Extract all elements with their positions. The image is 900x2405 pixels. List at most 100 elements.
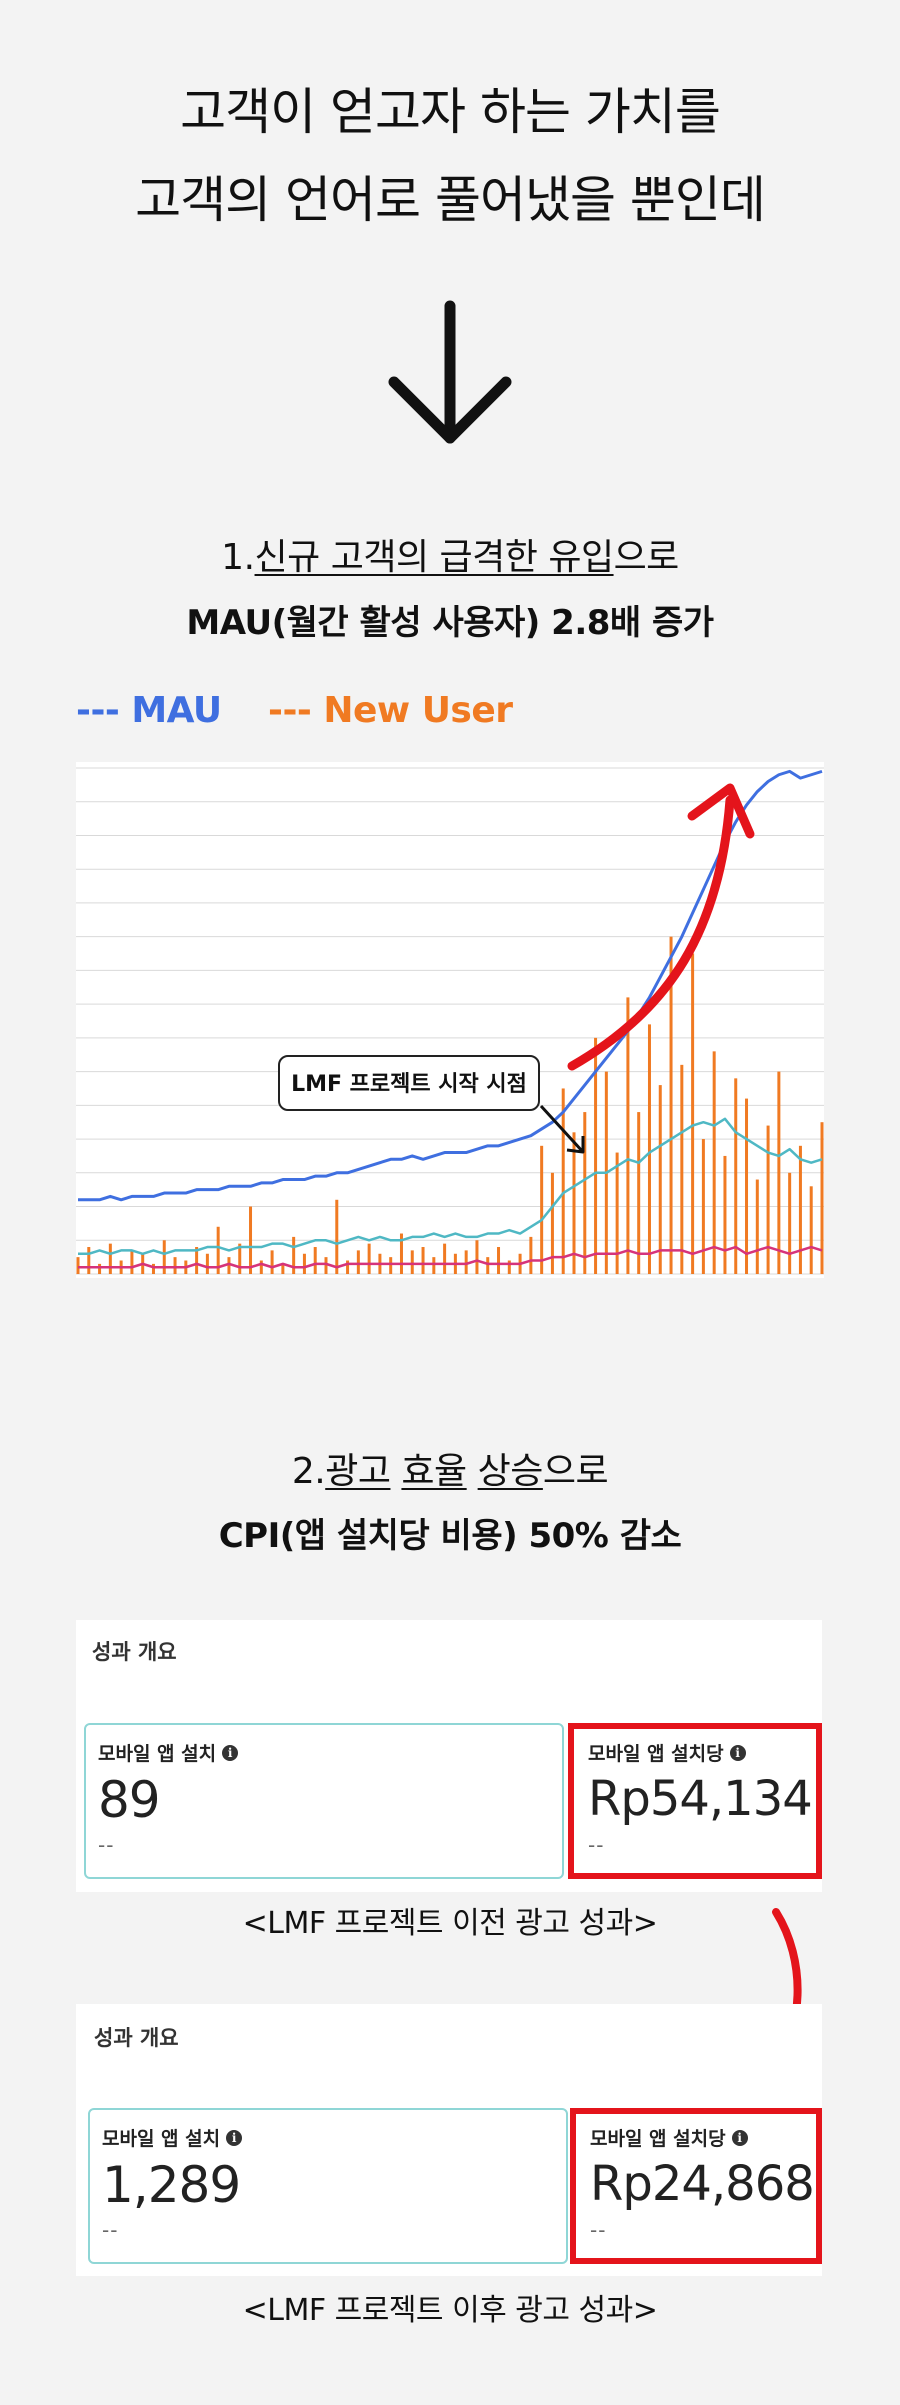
new-user-bar xyxy=(583,1112,587,1274)
section-1-number: 1. xyxy=(221,537,255,578)
new-user-bar xyxy=(647,1024,651,1274)
cpi-dash-after: -- xyxy=(590,2218,607,2242)
panel-after-title: 성과 개요 xyxy=(94,2026,179,2050)
mau-line xyxy=(78,769,823,1202)
new-user-bar xyxy=(399,1233,403,1274)
section-2-subtitle: CPI(앱 설치당 비용) 50% 감소 xyxy=(218,1516,682,1556)
new-user-bar xyxy=(529,1236,533,1274)
new-user-bar xyxy=(475,1240,479,1274)
new-user-bar xyxy=(626,997,630,1274)
installs-card-before: 모바일 앱 설치 i 89 -- xyxy=(84,1723,564,1879)
arrow-down-icon xyxy=(388,300,512,444)
new-user-bar xyxy=(324,1257,328,1274)
new-user-bar xyxy=(151,1263,155,1274)
new-user-bar xyxy=(658,1085,662,1274)
new-user-bar xyxy=(540,1145,544,1274)
new-user-bar xyxy=(766,1125,770,1274)
installs-value-after: 1,289 xyxy=(102,2156,241,2214)
new-user-bar xyxy=(421,1247,425,1274)
legend-new-user: --- New User xyxy=(268,690,513,731)
new-user-bar xyxy=(777,1071,781,1274)
new-user-bar xyxy=(249,1206,253,1274)
cpi-value-before: Rp54,134 xyxy=(588,1771,813,1827)
new-user-bar xyxy=(572,1132,576,1274)
info-icon[interactable]: i xyxy=(731,2129,748,2146)
section-1-subtitle: MAU(월간 활성 사용자) 2.8배 증가 xyxy=(186,603,714,643)
section-1-highlight: 신규 고객의 급격한 유입 xyxy=(254,537,615,578)
installs-dash-before: -- xyxy=(98,1833,115,1857)
new-user-bar xyxy=(561,1088,565,1274)
new-user-bar xyxy=(130,1250,134,1274)
new-user-bar xyxy=(443,1243,447,1274)
caption-after: <LMF 프로젝트 이후 광고 성과> xyxy=(242,2293,658,2328)
section-2-highlight-2: 효율 xyxy=(401,1451,467,1492)
headline-line-2: 고객의 언어로 풀어냈을 뿐인데 xyxy=(135,171,766,229)
cpi-card-before: 모바일 앱 설치당 i Rp54,134 -- xyxy=(568,1723,822,1879)
new-user-bar xyxy=(550,1172,554,1274)
new-user-bar xyxy=(87,1247,91,1274)
new-user-bar xyxy=(615,1152,619,1274)
new-user-bar xyxy=(367,1243,371,1274)
installs-card-after: 모바일 앱 설치 i 1,289 -- xyxy=(88,2108,568,2264)
new-user-bar xyxy=(701,1139,705,1274)
installs-label-text-after: 모바일 앱 설치 xyxy=(102,2128,221,2150)
new-user-bar xyxy=(281,1263,285,1274)
new-user-bar xyxy=(669,936,673,1274)
mau-chart xyxy=(76,762,824,1278)
new-user-bar xyxy=(432,1257,436,1274)
performance-panel-before: 성과 개요 모바일 앱 설치 i 89 -- 모바일 앱 설치당 i Rp54,… xyxy=(76,1620,822,1892)
cpi-label-before: 모바일 앱 설치당 i xyxy=(588,1739,746,1766)
section-2-title: 2.광고 효율 상승으로 xyxy=(0,1442,900,1494)
cpi-dash-before: -- xyxy=(588,1833,605,1857)
new-user-bar xyxy=(173,1257,177,1274)
new-user-bar xyxy=(637,1112,641,1274)
legend-mau: --- MAU xyxy=(76,690,222,731)
info-icon[interactable]: i xyxy=(226,2129,243,2146)
new-user-bar xyxy=(820,1122,824,1274)
new-user-bar xyxy=(745,1098,749,1274)
growth-arrow-icon xyxy=(567,783,755,1071)
installs-label-after: 모바일 앱 설치 i xyxy=(102,2124,243,2151)
panel-before-title: 성과 개요 xyxy=(92,1640,177,1664)
section-2-number: 2. xyxy=(291,1451,326,1492)
new-user-bar xyxy=(292,1236,296,1274)
new-user-bar xyxy=(76,1257,80,1274)
installs-dash-after: -- xyxy=(102,2218,119,2242)
new-user-bar xyxy=(205,1253,209,1274)
new-user-bar xyxy=(680,1064,684,1274)
new-user-bar xyxy=(335,1199,339,1274)
cpi-card-after: 모바일 앱 설치당 i Rp24,868 -- xyxy=(570,2108,822,2264)
new-user-bar xyxy=(302,1253,306,1274)
section-2-highlight-1: 광고 xyxy=(325,1451,391,1492)
new-user-bar xyxy=(259,1260,263,1274)
new-user-bar xyxy=(712,1051,716,1274)
info-icon[interactable]: i xyxy=(729,1744,746,1761)
new-user-bar xyxy=(486,1257,490,1274)
new-user-bar xyxy=(464,1250,468,1274)
new-user-bar xyxy=(809,1186,813,1274)
new-user-bar xyxy=(227,1257,231,1274)
new-user-bar xyxy=(410,1250,414,1274)
new-user-bar xyxy=(346,1260,350,1274)
new-user-bar xyxy=(788,1172,792,1274)
info-icon[interactable]: i xyxy=(222,1744,239,1761)
new-user-bar xyxy=(734,1078,738,1274)
secondary-line-3 xyxy=(78,1245,823,1269)
installs-label-before: 모바일 앱 설치 i xyxy=(98,1739,239,1766)
new-user-bar xyxy=(594,1037,598,1274)
new-user-bar xyxy=(356,1250,360,1274)
new-user-bar xyxy=(723,1155,727,1274)
new-user-bar xyxy=(238,1243,242,1274)
cpi-label-text-before: 모바일 앱 설치당 xyxy=(588,1743,724,1765)
chart-callout: LMF 프로젝트 시작 시점 xyxy=(278,1055,540,1111)
cpi-label-text-after: 모바일 앱 설치당 xyxy=(590,2128,726,2150)
section-2-highlight-3: 상승 xyxy=(477,1451,544,1492)
section-2-suffix: 으로 xyxy=(542,1451,609,1492)
new-user-bar xyxy=(313,1247,317,1274)
new-user-bar xyxy=(755,1179,759,1274)
new-user-bar xyxy=(270,1250,274,1274)
new-user-bar xyxy=(507,1260,511,1274)
new-user-bar xyxy=(108,1243,112,1274)
secondary-line-2 xyxy=(78,1117,823,1256)
new-user-bar xyxy=(798,1145,802,1274)
